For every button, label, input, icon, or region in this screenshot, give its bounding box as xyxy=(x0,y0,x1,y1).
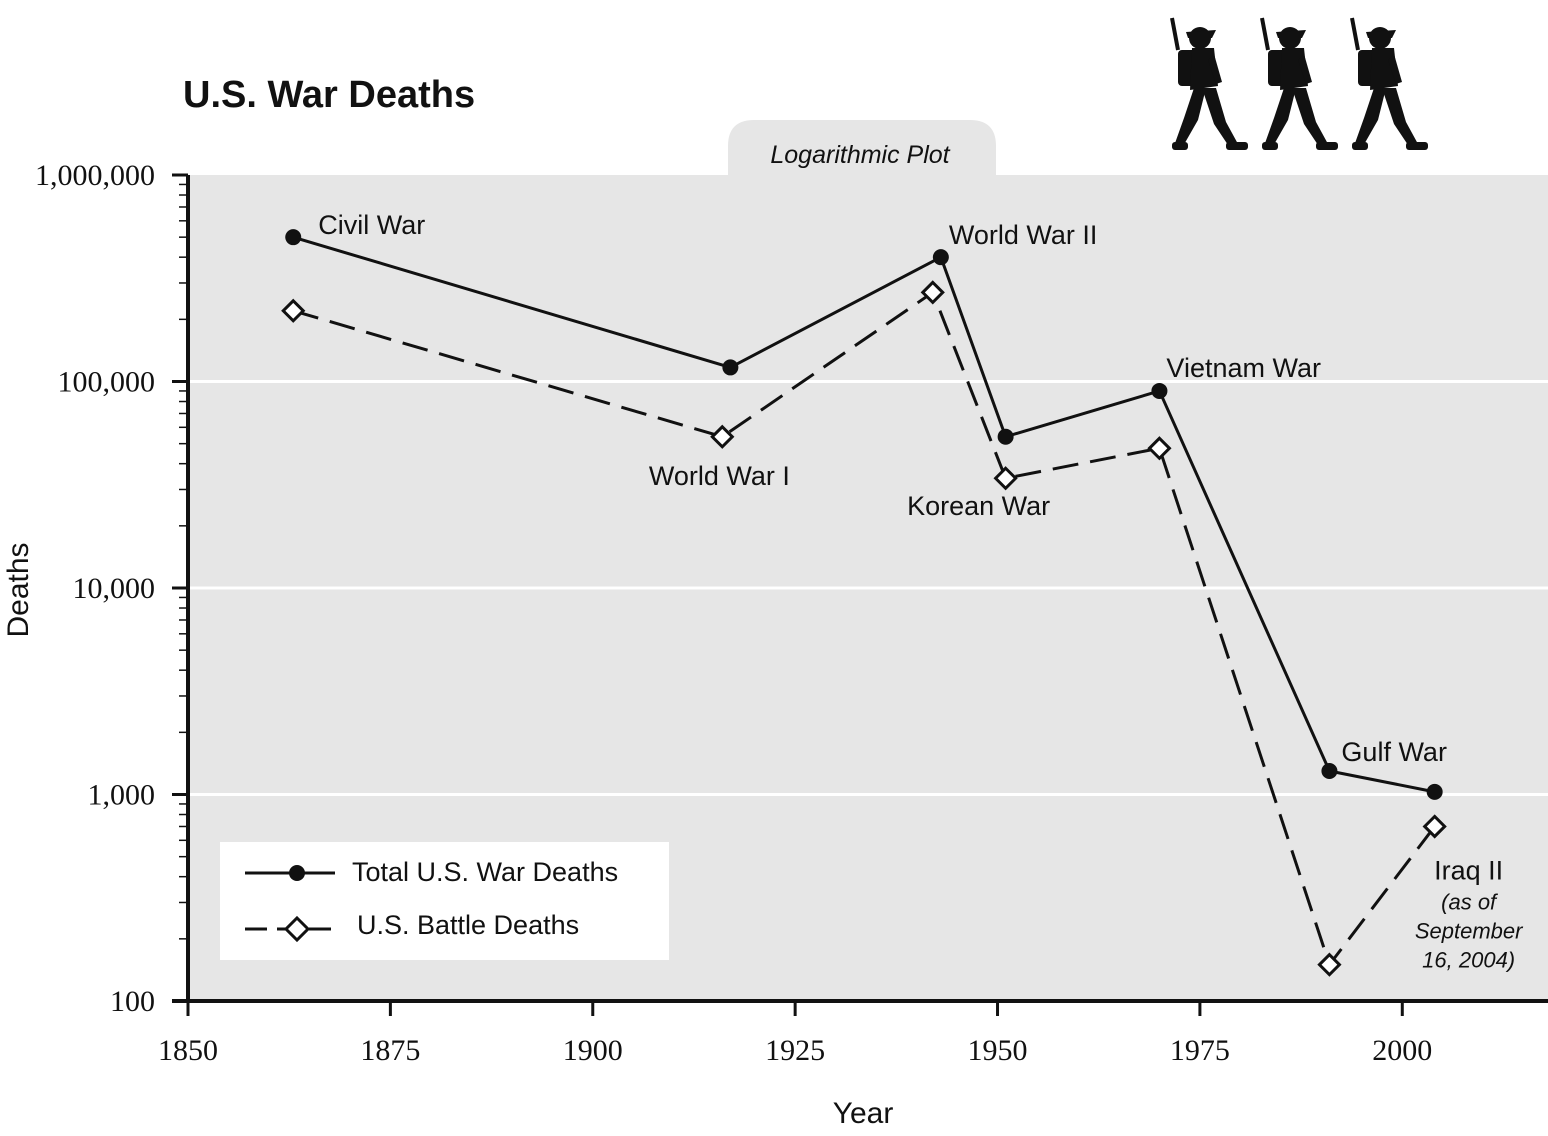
soldier-silhouette-icon xyxy=(1350,16,1430,152)
x-tick-label: 1875 xyxy=(360,1034,420,1067)
legend-box xyxy=(220,842,669,960)
data-point-battle xyxy=(1147,436,1172,461)
x-axis-label: Year xyxy=(833,1097,894,1130)
series xyxy=(281,229,1447,977)
chart-subtitle: Logarithmic Plot xyxy=(770,141,950,169)
x-tick-label: 2000 xyxy=(1372,1034,1432,1067)
data-point-total xyxy=(1426,783,1443,800)
annotation-label: Korean War xyxy=(907,491,1050,521)
chart-title: U.S. War Deaths xyxy=(183,74,475,116)
soldier-silhouette-icon xyxy=(1260,16,1340,152)
data-point-battle xyxy=(993,466,1018,491)
x-tick-label: 1950 xyxy=(968,1034,1028,1067)
data-point-total xyxy=(722,359,739,376)
x-tick-label: 1975 xyxy=(1170,1034,1230,1067)
soldier-silhouette-icon xyxy=(1170,16,1250,152)
annotation-note: September xyxy=(1415,918,1524,943)
data-point-battle xyxy=(281,298,306,323)
legend-marker-battle xyxy=(283,915,311,943)
annotation-note: 16, 2004) xyxy=(1422,947,1515,972)
y-tick-label: 100,000 xyxy=(58,366,156,399)
y-tick-label: 1,000,000 xyxy=(35,159,155,192)
annotations: Civil War World War I World War II Korean W… xyxy=(318,210,1524,972)
data-point-total xyxy=(1321,762,1338,779)
x-tick-label: 1925 xyxy=(765,1034,825,1067)
data-point-battle xyxy=(1317,952,1342,977)
y-tick-label: 1,000 xyxy=(88,779,156,812)
data-point-total xyxy=(997,428,1014,445)
data-point-battle xyxy=(1422,814,1447,839)
data-point-total xyxy=(1151,382,1168,399)
data-point-total xyxy=(285,229,302,246)
legend: Total U.S. War Deaths U.S. Battle Deaths xyxy=(220,842,669,960)
legend-label-battle: U.S. Battle Deaths xyxy=(357,910,579,940)
annotation-note: (as of xyxy=(1441,889,1499,914)
y-axis-label: Deaths xyxy=(2,542,35,637)
axes: 100 1,000 10,000 100,000 1,000,000 1850 1875 19… xyxy=(35,159,1548,1067)
data-point-battle xyxy=(920,280,945,305)
legend-label-total: Total U.S. War Deaths xyxy=(352,857,618,887)
annotation-label: World War II xyxy=(949,220,1098,250)
annotation-label: Gulf War xyxy=(1341,737,1447,767)
data-point-battle xyxy=(710,424,735,449)
data-point-total xyxy=(932,249,949,266)
y-tick-label: 100 xyxy=(110,985,155,1018)
annotation-label: Civil War xyxy=(318,210,425,240)
x-tick-label: 1850 xyxy=(158,1034,218,1067)
gridlines xyxy=(188,380,1548,796)
annotation-label: Vietnam War xyxy=(1166,353,1321,383)
y-tick-label: 10,000 xyxy=(73,572,156,605)
x-tick-label: 1900 xyxy=(563,1034,623,1067)
annotation-label: World War I xyxy=(649,461,790,491)
legend-marker-total xyxy=(289,865,305,881)
annotation-label: Iraq II xyxy=(1434,855,1503,885)
subtitle-tab xyxy=(728,120,996,176)
